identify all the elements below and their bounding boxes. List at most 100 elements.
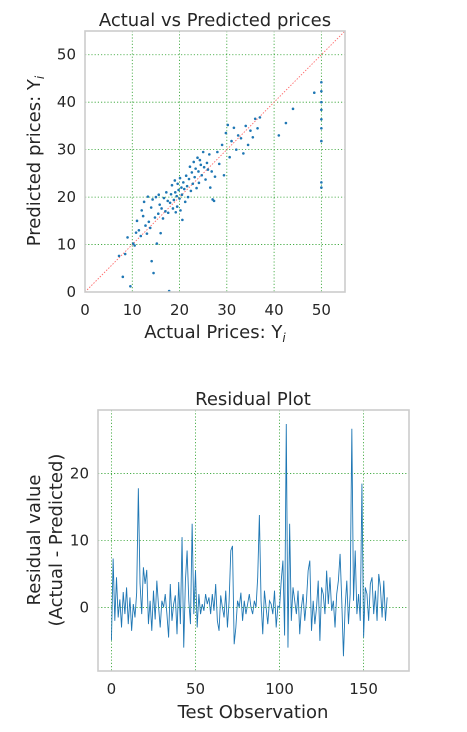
scatter-x-axis-label-sub: i: [282, 331, 286, 345]
scatter-point: [284, 121, 288, 125]
scatter-point: [174, 210, 178, 214]
scatter-point: [183, 200, 187, 204]
scatter-y-ticks: 0 10 20 30 40 50: [57, 46, 76, 301]
scatter-point: [152, 271, 155, 275]
scatter-y-axis-label: Predicted prices: Yi: [24, 75, 47, 246]
scatter-x-ticks: 0 10 20 30 40 50: [80, 301, 331, 319]
scatter-point: [140, 209, 144, 212]
scatter-point: [173, 191, 177, 194]
scatter-point: [251, 135, 255, 139]
scatter-point: [157, 193, 161, 197]
residual-x-tick-label: 0: [107, 680, 117, 698]
residual-y-tick-label: 10: [70, 532, 89, 550]
scatter-point: [220, 143, 224, 147]
scatter-point: [226, 123, 230, 127]
scatter-point: [137, 229, 141, 232]
scatter-point: [144, 224, 147, 227]
scatter-point: [210, 170, 213, 173]
scatter-point: [134, 231, 138, 234]
scatter-point: [166, 211, 170, 215]
scatter-point: [131, 242, 135, 245]
scatter-point: [236, 134, 240, 137]
scatter-point: [151, 198, 154, 201]
scatter-point: [164, 210, 167, 213]
scatter-point: [154, 195, 158, 199]
scatter-point: [258, 116, 262, 119]
reference-line: [84, 30, 346, 293]
scatter-point: [249, 129, 252, 132]
scatter-point: [141, 214, 145, 218]
scatter-point: [190, 171, 194, 174]
scatter-point: [142, 200, 146, 204]
scatter-point: [182, 181, 185, 184]
scatter-point: [155, 242, 159, 245]
scatter-plot-frame: [84, 30, 346, 293]
scatter-y-axis-label-sub: i: [33, 75, 47, 79]
residual-line: [111, 424, 388, 657]
scatter-point: [246, 143, 250, 147]
scatter-point: [181, 218, 184, 222]
scatter-point: [208, 153, 211, 156]
scatter-point: [166, 199, 170, 203]
residual-y-axis-label-line2: (Actual - Predicted): [46, 454, 67, 627]
scatter-point: [222, 173, 226, 177]
scatter-point: [126, 236, 129, 239]
scatter-y-axis-label-text: Predicted prices: Y: [24, 78, 45, 246]
scatter-point: [186, 195, 190, 199]
scatter-point: [202, 165, 206, 169]
scatter-y-tick-label: 50: [57, 46, 76, 64]
scatter-point: [158, 203, 161, 206]
scatter-y-tick-label: 0: [66, 283, 76, 301]
scatter-point: [147, 220, 151, 224]
scatter-point: [200, 173, 204, 177]
scatter-point: [197, 170, 200, 173]
scatter-point: [121, 275, 125, 279]
scatter-points: [117, 80, 323, 293]
residual-x-axis-label: Test Observation: [177, 702, 329, 723]
scatter-point: [201, 150, 205, 154]
scatter-point: [161, 217, 165, 220]
scatter-point: [234, 148, 238, 151]
residual-plot-frame: [97, 409, 410, 672]
scatter-point: [253, 117, 257, 121]
scatter-point: [171, 207, 175, 210]
scatter-x-tick-label: 30: [217, 301, 236, 319]
scatter-point: [117, 254, 121, 258]
residual-y-axis-label: Residual value (Actual - Predicted): [24, 454, 67, 627]
scatter-x-tick-label: 10: [123, 301, 142, 319]
scatter-point: [189, 189, 193, 193]
scatter-point: [320, 80, 323, 84]
scatter-point: [192, 160, 196, 164]
scatter-point: [184, 174, 188, 178]
scatter-point: [320, 100, 323, 104]
scatter-point: [175, 205, 179, 208]
scatter-point: [178, 197, 181, 200]
scatter-point: [182, 187, 186, 191]
scatter-point: [239, 136, 243, 140]
scatter-point: [320, 186, 323, 189]
scatter-point: [150, 259, 153, 263]
scatter-point: [135, 219, 139, 223]
scatter-point: [277, 134, 281, 137]
scatter-point: [180, 193, 184, 197]
scatter-point: [191, 182, 195, 186]
scatter-point: [194, 167, 197, 170]
residual-chart-title: Residual Plot: [195, 389, 311, 410]
scatter-point: [320, 139, 323, 143]
scatter-x-tick-label: 40: [265, 301, 284, 319]
scatter-point: [139, 234, 143, 238]
residual-x-ticks: 0 50 100 150: [107, 680, 378, 698]
scatter-point: [185, 184, 189, 188]
scatter-point: [242, 152, 245, 155]
scatter-point: [179, 209, 182, 212]
scatter-point: [195, 186, 198, 190]
scatter-point: [123, 252, 127, 256]
scatter-point: [146, 195, 150, 198]
scatter-point: [204, 178, 207, 181]
scatter-point: [228, 155, 231, 159]
scatter-point: [188, 165, 192, 169]
scatter-point: [193, 175, 196, 179]
scatter-point: [256, 126, 259, 130]
scatter-point: [148, 226, 152, 230]
scatter-point: [320, 126, 323, 130]
